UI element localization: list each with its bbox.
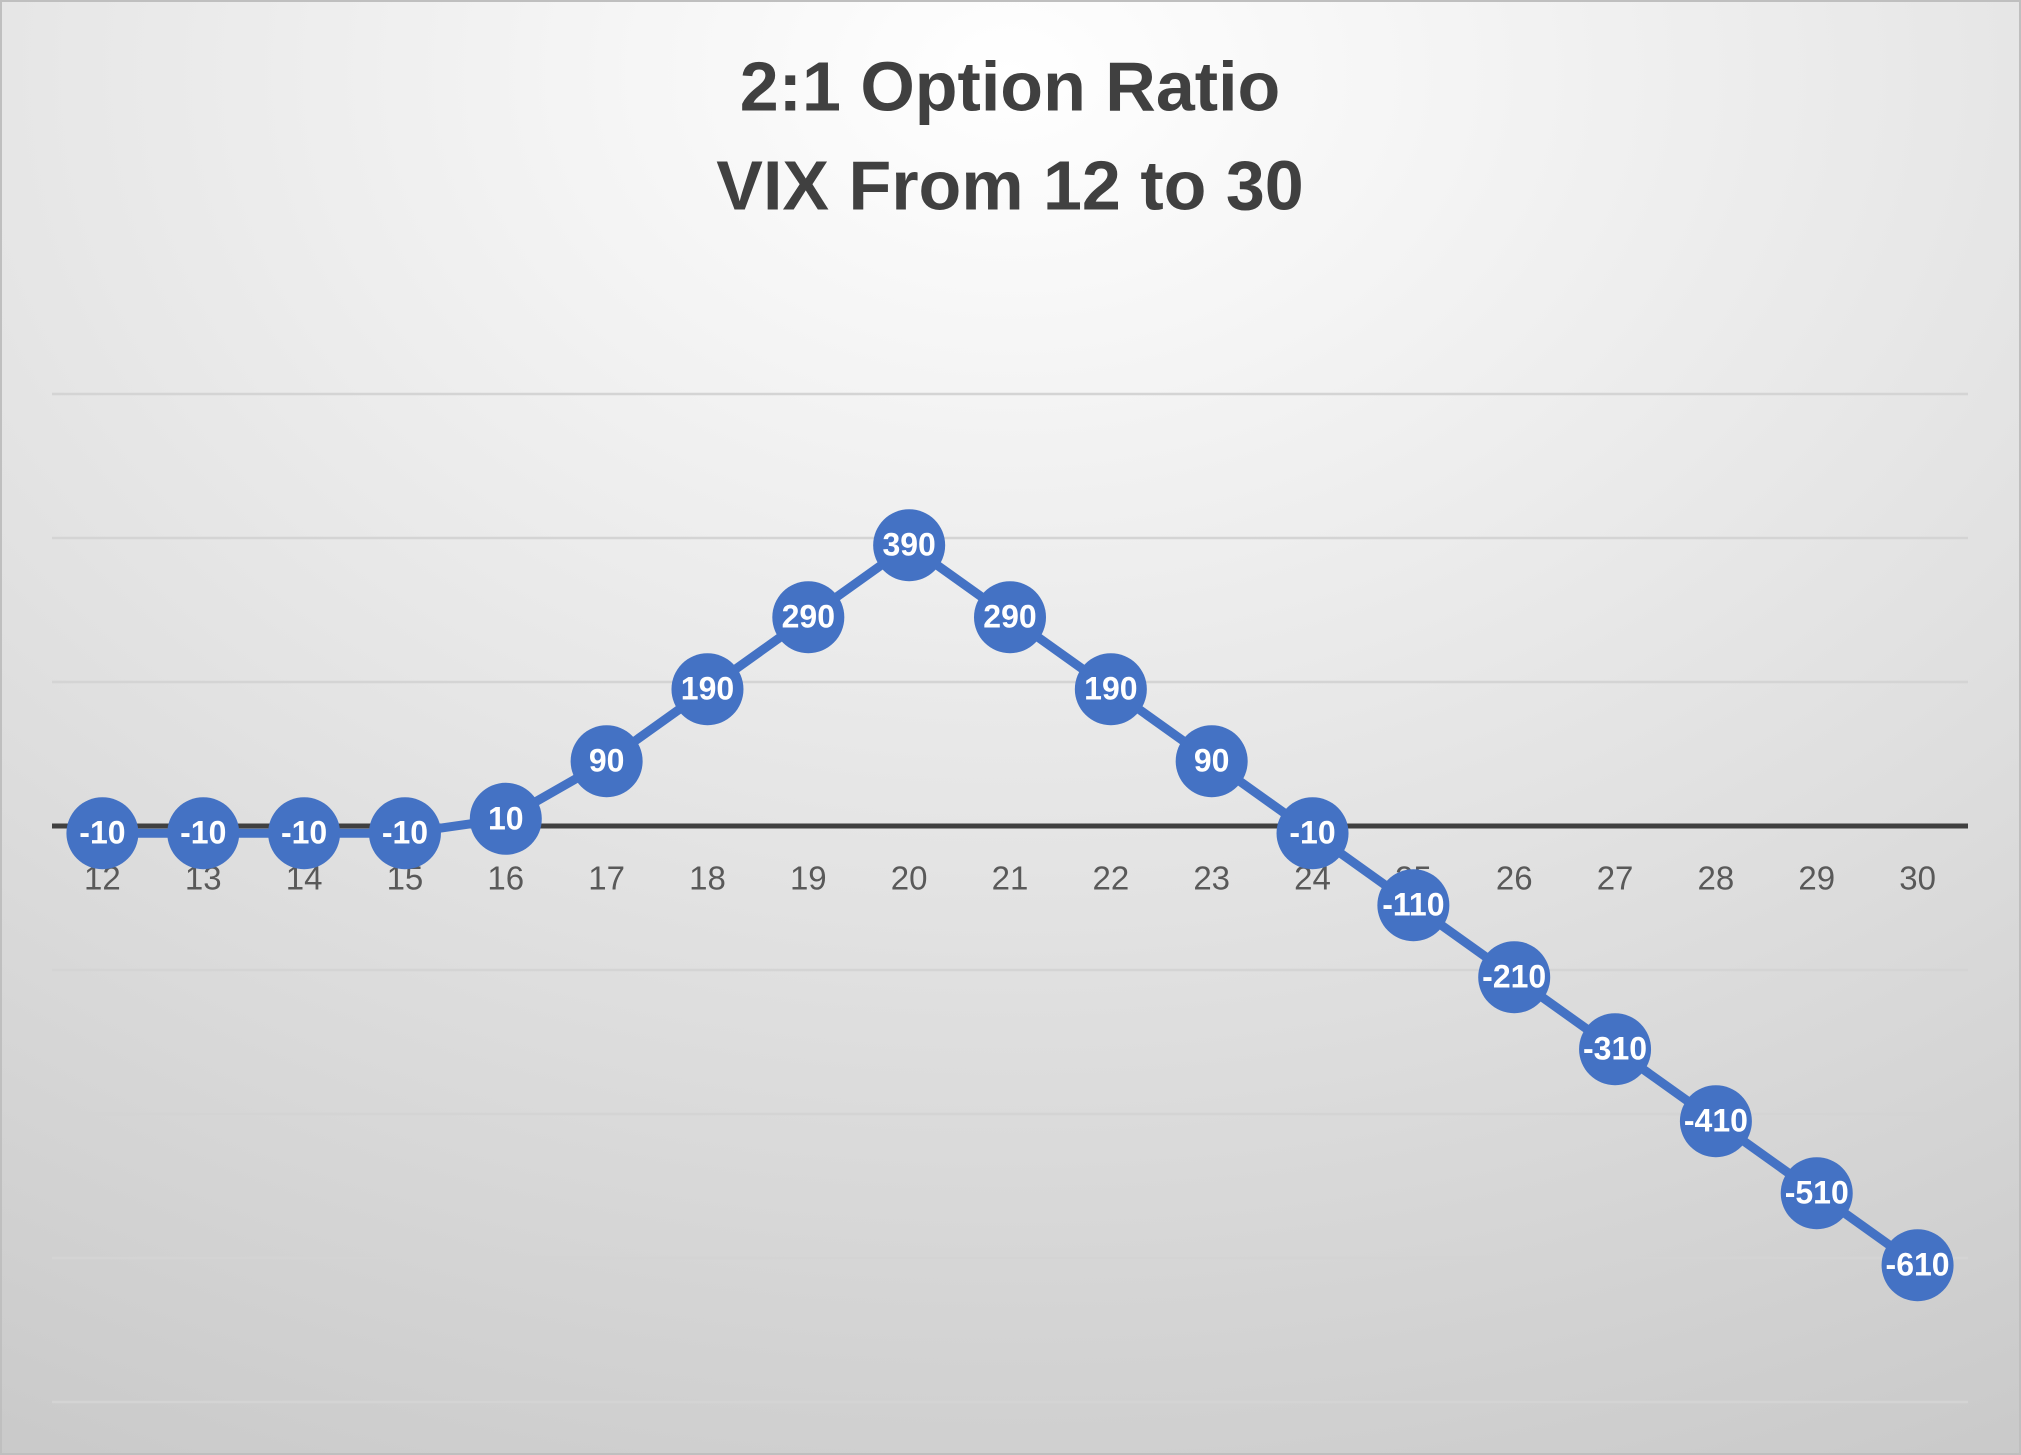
marker — [671, 653, 744, 726]
data-label: -610 — [1886, 1247, 1950, 1283]
marker — [268, 797, 341, 870]
marker — [1881, 1229, 1954, 1302]
data-label: 190 — [681, 671, 734, 707]
x-tick-label: 18 — [689, 860, 726, 897]
data-label: 90 — [589, 743, 625, 779]
data-label: -10 — [382, 815, 428, 851]
x-tick-label: 19 — [790, 860, 827, 897]
data-label: -10 — [1289, 815, 1335, 851]
marker — [1780, 1157, 1853, 1230]
chart-title: 2:1 Option Ratio — [740, 47, 1281, 125]
marker — [1074, 653, 1147, 726]
data-label: 190 — [1084, 671, 1137, 707]
data-label: -310 — [1583, 1031, 1647, 1067]
marker — [368, 797, 441, 870]
marker — [1579, 1013, 1652, 1086]
x-tick-label: 28 — [1698, 860, 1735, 897]
data-label: 290 — [782, 599, 835, 635]
marker — [873, 509, 946, 582]
marker — [1276, 797, 1349, 870]
marker — [1175, 725, 1248, 798]
x-tick-label: 16 — [487, 860, 524, 897]
x-tick-label: 17 — [588, 860, 625, 897]
marker — [570, 725, 643, 798]
marker — [772, 581, 845, 654]
x-tick-label: 22 — [1092, 860, 1129, 897]
x-tick-label: 23 — [1193, 860, 1230, 897]
data-label: -10 — [180, 815, 226, 851]
data-label: 290 — [983, 599, 1036, 635]
data-label: 10 — [488, 800, 524, 836]
x-tick-label: 26 — [1496, 860, 1533, 897]
data-label: -510 — [1785, 1175, 1849, 1211]
marker — [1679, 1085, 1752, 1158]
x-tick-label: 30 — [1899, 860, 1936, 897]
x-tick-label: 21 — [992, 860, 1029, 897]
x-tick-label: 29 — [1798, 860, 1835, 897]
marker — [66, 797, 139, 870]
data-label: -110 — [1382, 887, 1444, 923]
marker — [167, 797, 240, 870]
x-tick-label: 20 — [891, 860, 928, 897]
marker — [469, 782, 542, 855]
x-tick-label: 27 — [1597, 860, 1634, 897]
marker — [1377, 869, 1450, 942]
data-label: 90 — [1194, 743, 1230, 779]
data-label: 390 — [882, 527, 935, 563]
data-label: -210 — [1482, 959, 1546, 995]
data-label: -10 — [79, 815, 125, 851]
chart-subtitle: VIX From 12 to 30 — [716, 146, 1303, 224]
data-label: -410 — [1684, 1103, 1748, 1139]
marker — [1478, 941, 1551, 1014]
marker — [974, 581, 1046, 654]
data-label: -10 — [281, 815, 327, 851]
